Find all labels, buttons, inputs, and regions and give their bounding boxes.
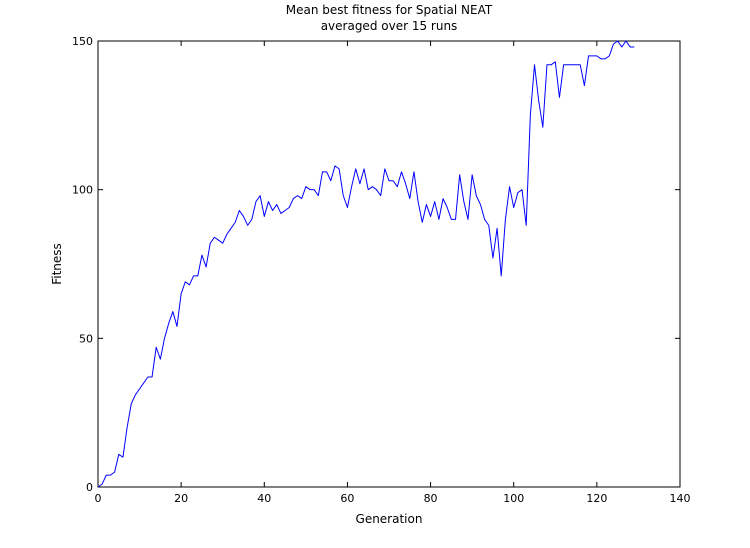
x-tick-label: 40 xyxy=(257,492,271,505)
chart-subtitle: averaged over 15 runs xyxy=(321,19,458,33)
x-tick-label: 0 xyxy=(95,492,102,505)
x-tick-label: 100 xyxy=(503,492,524,505)
x-axis-label: Generation xyxy=(356,512,423,526)
series-lines xyxy=(97,40,635,488)
plot-area xyxy=(97,40,681,488)
x-tick-label: 120 xyxy=(586,492,607,505)
x-tick-label: 60 xyxy=(340,492,354,505)
x-tick-label: 80 xyxy=(424,492,438,505)
y-tick-label: 100 xyxy=(72,184,93,197)
chart-title: Mean best fitness for Spatial NEAT xyxy=(286,3,493,17)
y-axis-label: Fitness xyxy=(50,243,64,285)
axis-ticks: 0 20 40 60 80 100 120 140 0 50 100 150 xyxy=(72,35,691,505)
x-tick-label: 140 xyxy=(670,492,691,505)
y-tick-label: 50 xyxy=(79,332,93,345)
x-tick-label: 20 xyxy=(174,492,188,505)
y-tick-label: 150 xyxy=(72,35,93,48)
fitness-series-line xyxy=(97,40,635,488)
y-tick-label: 0 xyxy=(86,481,93,494)
